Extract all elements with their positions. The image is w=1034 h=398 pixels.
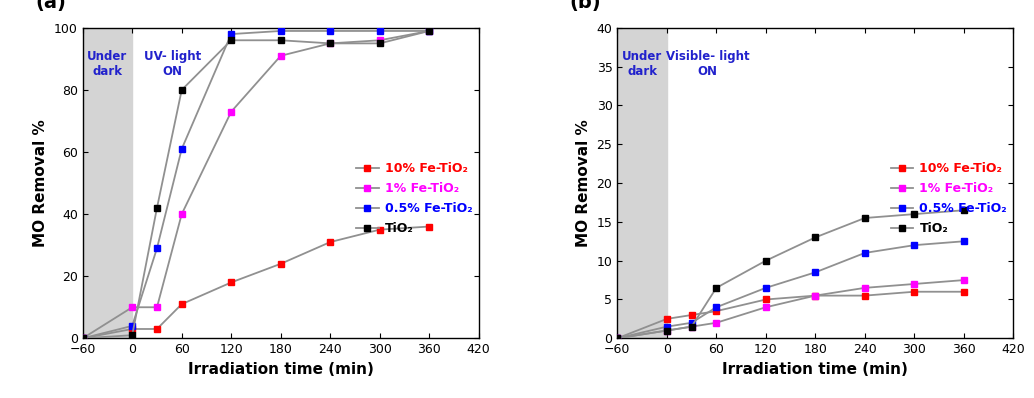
Text: Under
dark: Under dark xyxy=(87,50,127,78)
Y-axis label: MO Removal %: MO Removal % xyxy=(33,119,49,247)
Text: Visible- light
ON: Visible- light ON xyxy=(666,50,750,78)
Text: UV- light
ON: UV- light ON xyxy=(144,50,202,78)
Text: (b): (b) xyxy=(570,0,602,12)
Text: Under
dark: Under dark xyxy=(621,50,662,78)
Bar xyxy=(617,28,667,338)
X-axis label: Irradiation time (min): Irradiation time (min) xyxy=(723,362,908,377)
Text: (a): (a) xyxy=(35,0,66,12)
X-axis label: Irradiation time (min): Irradiation time (min) xyxy=(188,362,373,377)
Y-axis label: MO Removal %: MO Removal % xyxy=(576,119,591,247)
Legend: 10% Fe-TiO₂, 1% Fe-TiO₂, 0.5% Fe-TiO₂, TiO₂: 10% Fe-TiO₂, 1% Fe-TiO₂, 0.5% Fe-TiO₂, T… xyxy=(356,162,473,235)
Legend: 10% Fe-TiO₂, 1% Fe-TiO₂, 0.5% Fe-TiO₂, TiO₂: 10% Fe-TiO₂, 1% Fe-TiO₂, 0.5% Fe-TiO₂, T… xyxy=(890,162,1007,235)
Bar xyxy=(83,28,132,338)
